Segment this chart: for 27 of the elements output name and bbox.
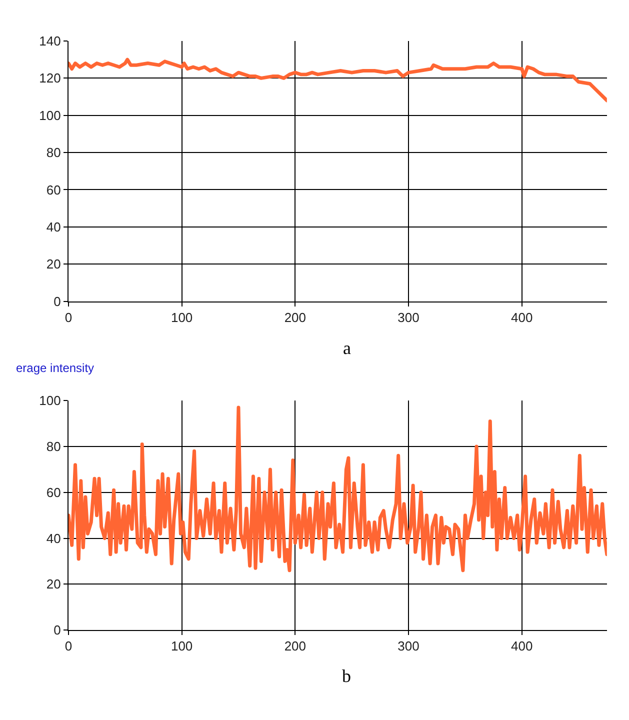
y-tick-label: 0 bbox=[54, 622, 61, 638]
y-tick-label: 140 bbox=[39, 34, 61, 49]
text: b bbox=[342, 666, 351, 686]
x-tick-label: 0 bbox=[64, 310, 72, 325]
y-tick-label: 20 bbox=[46, 256, 61, 272]
x-tick-label: 200 bbox=[284, 638, 306, 654]
x-tick-label: 400 bbox=[511, 638, 533, 654]
y-tick-label: 80 bbox=[46, 145, 61, 160]
x-tick-label: 100 bbox=[170, 310, 193, 325]
x-tick-label: 300 bbox=[398, 310, 420, 325]
y-tick-label: 120 bbox=[39, 70, 61, 86]
y-tick-label: 100 bbox=[39, 108, 61, 123]
y-tick-label: 40 bbox=[46, 530, 61, 546]
text: a bbox=[343, 338, 351, 358]
y-tick-label: 0 bbox=[54, 294, 61, 309]
x-tick-label: 200 bbox=[284, 310, 306, 325]
y-tick-label: 60 bbox=[46, 182, 61, 198]
x-tick-label: 0 bbox=[64, 638, 72, 654]
x-tick-label: 400 bbox=[511, 310, 533, 325]
y-tick-label: 100 bbox=[39, 393, 61, 408]
y-tick-label: 40 bbox=[46, 219, 61, 234]
x-tick-label: 100 bbox=[170, 638, 193, 654]
y-tick-label: 60 bbox=[46, 484, 61, 500]
y-tick-label: 80 bbox=[46, 439, 61, 454]
x-tick-label: 300 bbox=[398, 638, 420, 654]
y-tick-label: 20 bbox=[46, 576, 61, 592]
chart-title: erage intensity bbox=[16, 361, 94, 375]
